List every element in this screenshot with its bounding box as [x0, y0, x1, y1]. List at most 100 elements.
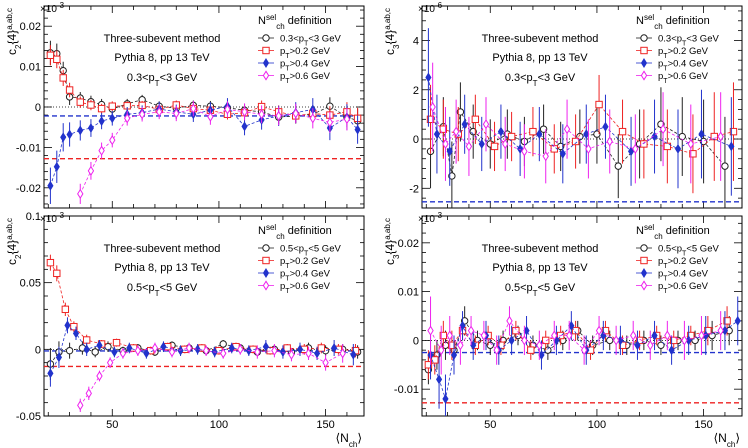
panel-top-left-range-text-part-1: T [155, 79, 160, 88]
panel-top-left-exponent-part-1: -3 [57, 1, 65, 10]
panel-top-left-ytick-label: 0 [35, 102, 41, 114]
panel-top-left-data-point [98, 145, 105, 156]
panel-top-right-ylabel-main: c [383, 49, 397, 55]
panel-top-right-legend-label-part-2: >0.2 GeV [668, 46, 709, 57]
panel-top-left-method-text-part-0: Three-subevent method [104, 33, 221, 45]
panel-top-right-legend-label-part-1: T [682, 40, 687, 47]
panel-top-right-series-line-3 [432, 106, 721, 157]
panel-top-right-data-point [614, 162, 622, 170]
panel-bottom-left-legend-label-part-0: 0.5<p [280, 244, 304, 255]
panel-top-right-data-point [425, 72, 432, 83]
panel-top-right-legend-label-part-0: p [658, 71, 663, 82]
panel-bottom-left-legend-label-part-2: >0.6 GeV [290, 281, 331, 292]
panel-top-left-data-point [77, 125, 84, 136]
panel-bottom-right-data-point [717, 325, 724, 336]
panel-top-left-legend-label-part-0: 0.3<p [280, 34, 304, 45]
panel-top-left-data-point [87, 101, 95, 109]
panel-bottom-right-data-point [664, 330, 671, 341]
panel-top-right-data-point [627, 146, 635, 157]
panel-top-right-data-point [717, 131, 724, 142]
panel-bottom-right-legend-label-part-1: T [663, 263, 668, 270]
panel-bottom-left-data-point [185, 342, 193, 354]
panel-bottom-right-legend-title-part-0: N [636, 225, 644, 237]
panel-top-left-data-point [326, 117, 334, 128]
panel-top-right-data-point [478, 138, 485, 149]
panel-bottom-right-legend-label: pT>0.2 GeV [658, 256, 709, 270]
panel-top-right-data-point [456, 108, 465, 116]
panel-top-right-data-point [640, 140, 648, 148]
panel-bottom-right-data-point [723, 317, 731, 325]
panel-bottom-right-data-point [427, 325, 434, 336]
panel-top-left-legend-label-part-1: T [285, 65, 290, 72]
panel-bottom-right-data-point [442, 393, 449, 404]
panel-bottom-right-data-point [647, 340, 654, 351]
panel-bottom-right-ylabel-sub: 3 [392, 254, 401, 259]
panel-top-right-legend-label-part-2: >0.6 GeV [668, 71, 709, 82]
panel-bottom-right-ylabel-main: c [383, 259, 397, 265]
panel-bottom-right-data-point [435, 374, 443, 385]
panel-bottom-left-data-point [46, 258, 55, 267]
panel-bottom-left-system-text-part-0: Pythia 8, pp 13 TeV [114, 262, 210, 274]
panel-bottom-left-xtick-label: 50 [106, 419, 118, 431]
panel-bottom-left-exponent-part-1: -3 [57, 211, 65, 220]
panel-bottom-right-exponent-part-0: ×10 [418, 214, 435, 225]
panel-top-right-ylabel: c3{4}a,ab,c [383, 8, 401, 55]
panel-bottom-left-data-point [65, 346, 74, 355]
panel-top-left-data-point [241, 121, 248, 132]
panel-top-right-data-point [502, 138, 509, 150]
panel-top-left-legend-label: 0.3<pT<3 GeV [280, 34, 341, 48]
panel-top-left-system-text: Pythia 8, pp 13 TeV [114, 52, 210, 64]
panel-top-right-legend-entry-1: pT>0.2 GeV [636, 46, 709, 60]
panel-top-right-data-point [606, 136, 613, 147]
panel-bottom-left-data-point [126, 343, 133, 353]
panel-top-left-range-text-part-2: <3 GeV [160, 72, 198, 84]
panel-top-left-data-point [156, 106, 163, 117]
panel-top-left-legend-label: pT>0.4 GeV [280, 59, 331, 73]
panel-bottom-right-xlabel-part-0: ⟨N [714, 431, 727, 445]
panel-top-left-data-point [241, 106, 248, 117]
panel-bottom-right-data-point [506, 315, 513, 327]
panel-bottom-left-legend-marker [262, 256, 270, 265]
panel-bottom-right-data-point [681, 335, 688, 346]
panel-bottom-right-data-point [542, 336, 550, 345]
panel-top-right-data-point [461, 119, 468, 130]
panel-bottom-left-data-point [119, 348, 127, 359]
panel-bottom-left-legend-title-part-3: definition [285, 225, 332, 237]
panel-top-right-legend-label-part-2: <3 GeV [686, 34, 719, 45]
panel-top-left-data-point [59, 74, 67, 82]
panel-top-right-legend-entry-3: pT>0.6 GeV [636, 70, 709, 85]
panel-top-right-legend-title-part-3: definition [663, 15, 710, 27]
panel-top-right-data-point [618, 127, 627, 136]
panel-top-right-data-point [536, 129, 543, 140]
panel-bottom-left-frame [43, 215, 365, 417]
panel-bottom-left-legend-title-part-2: ch [276, 232, 284, 241]
panel-bottom-left-legend-label-part-0: p [280, 281, 285, 292]
panel-bottom-right-data-point [467, 325, 475, 336]
panel-bottom-left-legend-entry-3: pT>0.6 GeV [258, 280, 331, 295]
panel-bottom-right-data-point [551, 330, 558, 341]
panel-bottom-left-data-point [168, 346, 176, 358]
panel-bottom-left-xtick-label: 150 [316, 419, 334, 431]
panel-bottom-left-range-text: 0.5<pT<5 GeV [127, 282, 198, 298]
panel-bottom-right-exponent-part-1: -3 [435, 211, 443, 220]
panel-bottom-right-legend-label-part-2: >0.4 GeV [668, 269, 709, 280]
panel-bottom-left-method-text-part-0: Three-subevent method [104, 243, 221, 255]
panel-top-left-legend-label-part-1: T [285, 53, 290, 60]
panel-top-right-system-text: Pythia 8, pp 13 TeV [492, 52, 588, 64]
panel-bottom-left-data-point [55, 352, 63, 363]
panel-top-right: -2 0 2 4 ×10-6 c3{4}a,ab,c Three-subevent meth… [383, 1, 743, 209]
panel-bottom-right-ylabel-sup: a,ab,c [383, 218, 392, 240]
panel-bottom-right-ylabel: c3{4}a,ab,c [383, 218, 401, 265]
panel-top-right-legend-label-part-1: T [663, 65, 668, 72]
panel-bottom-right-system-text-part-0: Pythia 8, pp 13 TeV [492, 262, 588, 274]
panel-bottom-right-data-point [634, 340, 641, 351]
panel-bottom-left-xlabel-part-1: ch [349, 440, 357, 448]
panel-bottom-right-legend-label-part-0: p [658, 281, 663, 292]
panel-top-left-legend-marker [262, 58, 270, 68]
panel-bottom-left-exponent-part-0: ×10 [40, 214, 57, 225]
panel-top-right-legend-label: pT>0.4 GeV [658, 59, 709, 73]
panel-bottom-right-legend-label: pT>0.4 GeV [658, 269, 709, 283]
panel-bottom-right-legend-label-part-1: T [663, 275, 668, 282]
panel-bottom-right-data-point [580, 344, 588, 356]
panel-bottom-left-data-point [254, 346, 261, 358]
